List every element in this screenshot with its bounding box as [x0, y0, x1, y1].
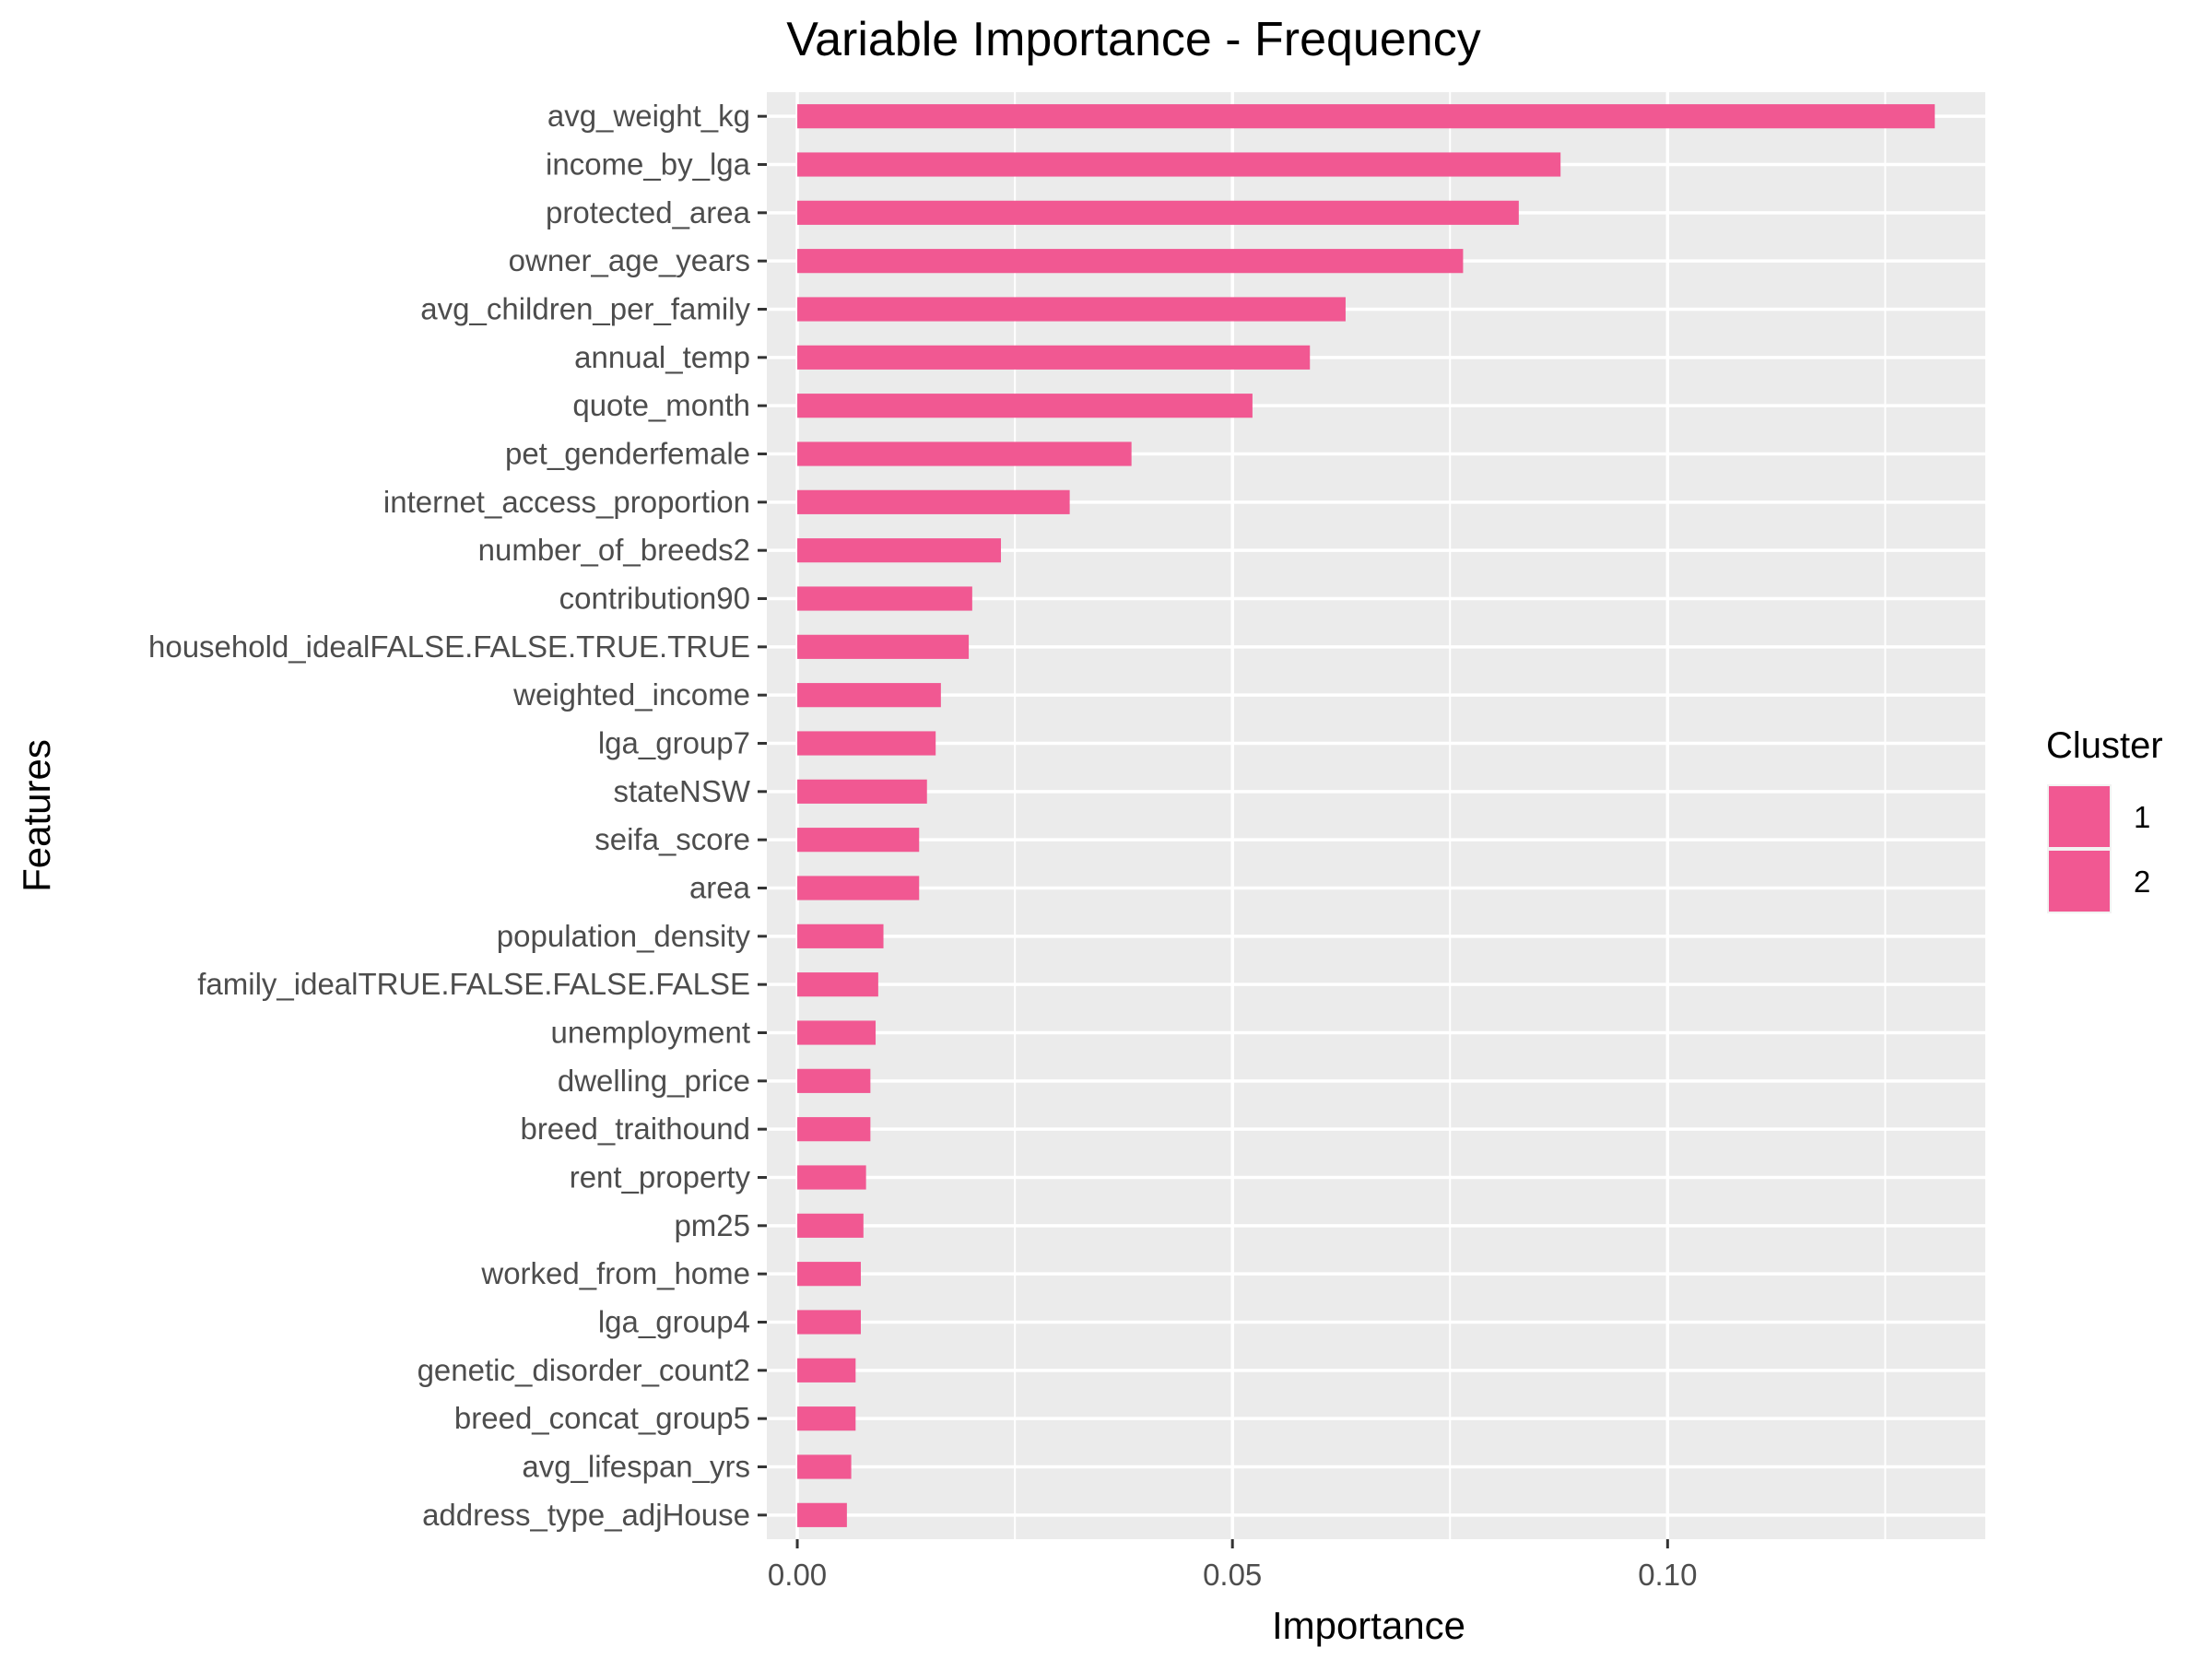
y-tick-label: breed_concat_group5 — [454, 1401, 750, 1435]
bar-pm25 — [797, 1213, 864, 1238]
bar-population_density — [797, 924, 884, 948]
bar-area — [797, 876, 920, 900]
bar-annual_temp — [797, 345, 1311, 370]
bar-rent_property — [797, 1165, 866, 1190]
y-axis-title: Features — [15, 739, 58, 892]
y-tick-label: breed_traithound — [520, 1112, 750, 1146]
bar-breed_traithound — [797, 1117, 871, 1142]
bar-avg_children_per_family — [797, 297, 1346, 322]
y-tick-label: address_type_adjHouse — [422, 1498, 750, 1532]
legend-label: 2 — [2134, 865, 2150, 899]
y-tick-label: pm25 — [674, 1208, 750, 1242]
y-tick-label: worked_from_home — [480, 1256, 750, 1290]
bar-household_idealFALSE.FALSE.TRUE.TRUE — [797, 634, 970, 659]
bar-unemployment — [797, 1020, 877, 1045]
bar-protected_area — [797, 200, 1519, 225]
x-axis-ticks: 0.00 0.05 0.10 — [768, 1539, 1697, 1592]
x-tick-label: 0.05 — [1203, 1558, 1262, 1592]
legend-title: Cluster — [2046, 725, 2163, 766]
bar-address_type_adjHouse — [797, 1502, 847, 1527]
bar-worked_from_home — [797, 1262, 861, 1287]
legend-key-1 — [2049, 786, 2110, 847]
legend-key-2 — [2049, 851, 2110, 912]
bar-income_by_lga — [797, 152, 1561, 177]
panel-background — [767, 92, 1985, 1539]
y-tick-label: annual_temp — [574, 340, 750, 374]
bar-family_idealTRUE.FALSE.FALSE.FALSE — [797, 972, 878, 997]
x-tick-label: 0.10 — [1638, 1558, 1697, 1592]
bars — [797, 104, 1936, 1527]
y-tick-label: stateNSW — [613, 774, 750, 808]
bar-dwelling_price — [797, 1068, 871, 1093]
y-tick-label: dwelling_price — [558, 1064, 750, 1098]
bar-owner_age_years — [797, 249, 1464, 274]
y-tick-label: lga_group4 — [598, 1305, 750, 1339]
y-tick-label: protected_area — [546, 195, 751, 229]
legend: Cluster 1 2 — [2046, 725, 2163, 913]
y-tick-label: seifa_score — [594, 822, 750, 856]
y-tick-label: number_of_breeds2 — [478, 533, 750, 567]
y-tick-label: quote_month — [572, 388, 750, 422]
y-tick-label: owner_age_years — [509, 243, 750, 277]
bar-breed_concat_group5 — [797, 1406, 856, 1431]
y-tick-label: genetic_disorder_count2 — [418, 1353, 750, 1387]
bar-weighted_income — [797, 683, 941, 708]
bar-contribution90 — [797, 586, 972, 611]
bar-pet_genderfemale — [797, 441, 1132, 466]
bar-lga_group4 — [797, 1310, 861, 1335]
y-axis-ticks: avg_weight_kg income_by_lga protected_area… — [148, 99, 767, 1532]
x-axis-title: Importance — [1272, 1604, 1465, 1647]
y-tick-label: income_by_lga — [546, 147, 751, 182]
bar-seifa_score — [797, 828, 920, 853]
y-tick-label: family_idealTRUE.FALSE.FALSE.FALSE — [197, 967, 750, 1001]
y-tick-label: avg_children_per_family — [420, 292, 750, 326]
bar-stateNSW — [797, 779, 927, 804]
y-tick-label: weighted_income — [512, 677, 750, 712]
bar-number_of_breeds2 — [797, 538, 1002, 563]
bar-avg_weight_kg — [797, 104, 1936, 129]
y-tick-label: avg_weight_kg — [547, 99, 750, 133]
y-tick-label: unemployment — [551, 1016, 750, 1050]
legend-label: 1 — [2134, 800, 2150, 834]
y-tick-label: internet_access_proportion — [383, 485, 750, 519]
bar-genetic_disorder_count2 — [797, 1358, 856, 1382]
y-tick-label: population_density — [497, 919, 751, 953]
y-tick-label: lga_group7 — [598, 726, 750, 760]
y-tick-label: avg_lifespan_yrs — [522, 1450, 750, 1484]
bar-internet_access_proportion — [797, 489, 1070, 514]
chart-title: Variable Importance - Frequency — [786, 13, 1480, 66]
bar-quote_month — [797, 394, 1253, 418]
y-tick-label: household_idealFALSE.FALSE.TRUE.TRUE — [148, 629, 750, 664]
y-tick-label: area — [689, 871, 751, 905]
bar-lga_group7 — [797, 731, 936, 756]
y-tick-label: pet_genderfemale — [505, 437, 750, 471]
x-tick-label: 0.00 — [768, 1558, 827, 1592]
bar-avg_lifespan_yrs — [797, 1454, 852, 1479]
y-tick-label: rent_property — [570, 1160, 751, 1194]
y-tick-label: contribution90 — [559, 582, 750, 616]
